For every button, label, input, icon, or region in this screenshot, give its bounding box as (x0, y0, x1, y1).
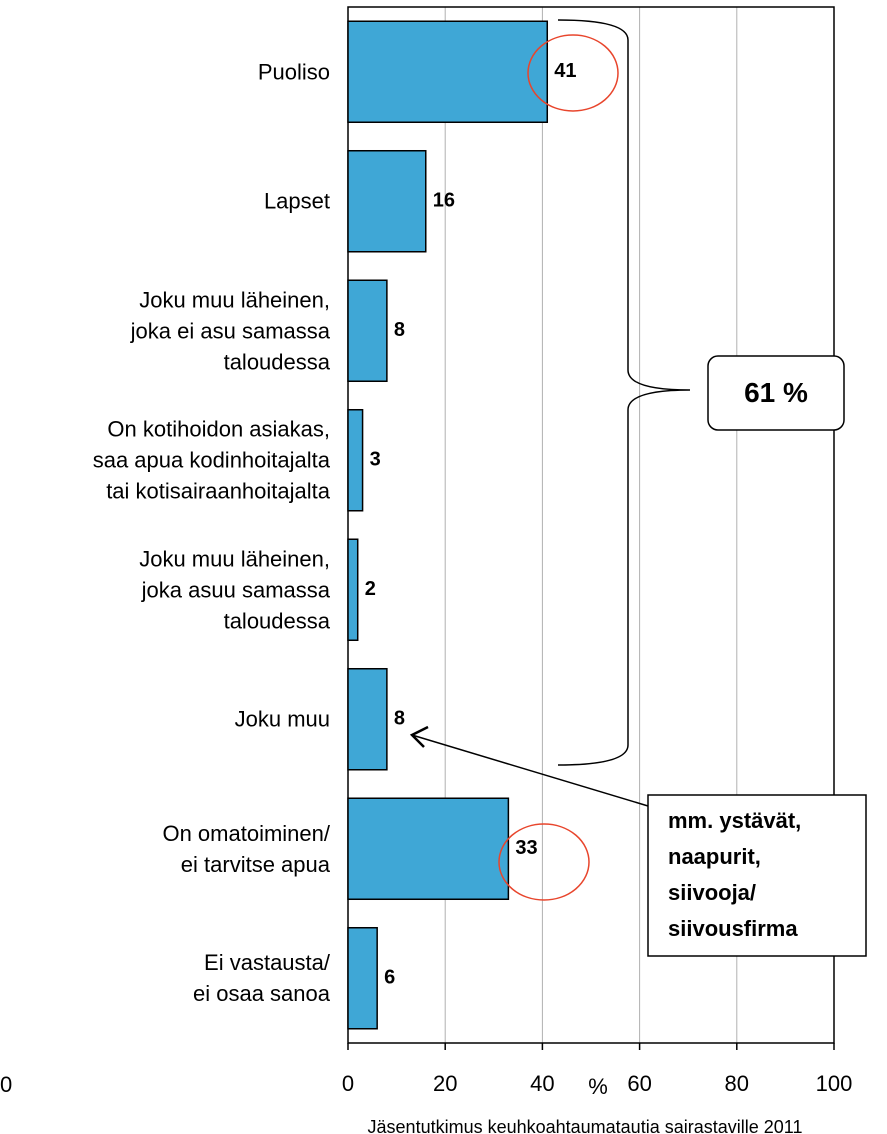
y-tick-label: Joku muu (234, 706, 330, 732)
y-tick-label: Joku muu läheinen, joka ei asu samassa t… (130, 287, 330, 375)
bar (347, 20, 549, 124)
annotation: 61 % (744, 377, 808, 408)
y-tick-label: Lapset (263, 188, 330, 214)
highlight-circle (527, 34, 619, 112)
y-tick-label: On kotihoidon asiakas, saa apua kodinhoi… (92, 416, 330, 504)
data-label: 8 (394, 319, 405, 341)
plot-frame (347, 6, 835, 1044)
arrow-head (409, 725, 429, 748)
brace (557, 19, 691, 766)
data-label: 3 (370, 449, 381, 471)
annotation: mm. ystävät, naapurit, siivooja/ siivous… (668, 808, 802, 941)
x-tick-label: 40 (530, 1071, 554, 1096)
bar (347, 279, 388, 383)
bar (347, 408, 364, 512)
bar (347, 667, 388, 771)
stray-label: 0 (0, 1072, 12, 1097)
bar (347, 149, 427, 253)
data-label: 6 (384, 967, 395, 989)
data-label: 16 (433, 190, 455, 212)
x-tick-label: 0 (342, 1071, 354, 1096)
bar (347, 926, 378, 1030)
annotation-box (707, 355, 845, 431)
bar (347, 538, 359, 642)
annotation-box (647, 794, 867, 957)
y-tick-label: On omatoiminen/ ei tarvitse apua (162, 820, 330, 877)
source: Jäsentutkimus keuhkoahtaumatautia sairas… (368, 1117, 803, 1134)
data-label: 2 (365, 578, 376, 600)
arrow (411, 734, 649, 807)
data-label: 41 (554, 60, 576, 82)
data-label: 33 (515, 837, 537, 859)
x-tick-label: 80 (725, 1071, 749, 1096)
data-label: 8 (394, 708, 405, 730)
x-tick-label: 60 (627, 1071, 651, 1096)
x-tick-label: 20 (433, 1071, 457, 1096)
y-tick-label: Puoliso (257, 59, 330, 85)
highlight-circle (498, 823, 590, 901)
x-tick-label: 100 (816, 1071, 853, 1096)
bar (347, 797, 510, 901)
y-tick-label: Ei vastausta/ ei osaa sanoa (193, 950, 330, 1007)
x-axis-label: % (588, 1074, 608, 1099)
y-tick-label: Joku muu läheinen, joka asuu samassa tal… (139, 546, 330, 634)
